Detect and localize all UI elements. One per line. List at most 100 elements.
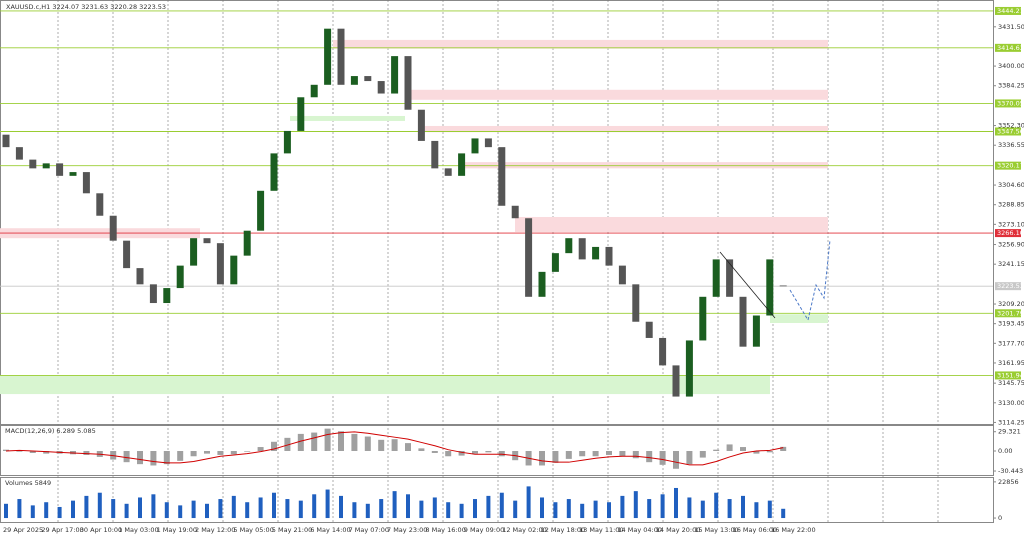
candle [458,153,466,176]
volume-bar [218,499,223,519]
macd-bar [204,451,210,454]
candle [310,84,318,98]
macd-bar [431,451,438,453]
candle [243,230,251,256]
candle [417,109,425,141]
candle [605,246,613,266]
x-tick-label: 14 May 20:00 [656,526,701,534]
x-tick-label: 29 Apr 2025 [3,526,43,534]
candle [297,97,305,131]
candle [699,296,707,341]
volume-bar [700,500,705,519]
volume-bar [57,506,62,519]
x-tick-label: 5 May 05:00 [233,526,273,534]
volume-bar [272,492,276,519]
volume-panel [0,477,994,523]
volume-bar [647,499,652,519]
y-tick-label: 3145.75 [998,379,1024,387]
volume-bar [553,502,558,519]
volume-bar [4,503,8,519]
x-tick-label: 7 May 23:00 [387,526,427,534]
macd-bar [713,449,720,451]
y-tick-label: 3352.30 [998,122,1024,130]
macd-bar [780,446,787,451]
y-tick-label: 3336.55 [998,141,1024,149]
x-tick-label: 1 May 03:00 [118,526,158,534]
level-label: 3266.10 [997,229,1024,237]
candle [337,28,345,85]
macd-bar [579,451,586,457]
zone [333,39,828,49]
volume-bar [781,508,786,519]
candle [444,168,452,176]
x-tick-label: 30 Apr 10:00 [80,526,122,534]
y-tick-label: 3431.50 [998,23,1024,31]
x-tick-label: 16 May 06:00 [733,526,778,534]
level-badge [995,127,1021,136]
macd-bar [606,451,612,455]
macd-signal [5,431,784,466]
volume-bar [44,502,49,519]
zone [515,216,828,232]
candle [431,140,439,169]
macd-bar [619,451,626,457]
macd-bar [391,439,398,451]
volume-bar [593,500,598,519]
volume-bar [84,495,89,519]
macd-tick-label: 0.00 [998,447,1012,455]
candle [766,259,774,316]
y-tick-label: 3161.95 [998,359,1024,367]
candle [364,76,372,82]
candle [391,56,399,94]
macd-bar [565,451,572,459]
macd-bar [351,433,358,451]
macd-bar [43,451,50,454]
x-tick-label: 16 May 22:00 [771,526,816,534]
candle [739,296,747,347]
volume-bar [205,503,209,519]
candle [592,246,600,260]
macd-bar [686,451,693,465]
candle [203,238,211,244]
candle [672,365,680,397]
y-tick-label: 3288.85 [998,201,1024,209]
x-tick-label: 8 May 16:00 [425,526,465,534]
level-badge [995,99,1021,108]
macd-bar [29,451,36,453]
macd-bar [539,451,545,466]
macd-bar [753,451,760,454]
macd-bar [16,451,23,452]
x-tick-label: 5 May 21:00 [272,526,312,534]
volume-bar [164,502,169,519]
trend-line [719,251,776,319]
volume-bar [446,502,451,519]
candle [538,271,546,297]
macd-bar [472,451,478,454]
volume-bar [660,494,665,519]
macd-bar [552,451,559,463]
candle [56,163,64,176]
candle [230,255,238,285]
volume-bar [379,499,384,519]
volume-bar [298,500,303,519]
volume-bar [191,500,196,519]
macd-bar [284,437,291,451]
level-label: 3201.79 [997,309,1024,317]
candle [136,268,144,285]
level-badge [995,6,1021,15]
level-badge [995,43,1021,52]
candle [149,284,157,304]
candle [726,259,734,297]
macd-bar [311,432,318,451]
candle [29,159,37,169]
x-tick-label: 1 May 19:00 [157,526,197,534]
zone [405,89,828,100]
x-tick-label: 12 May 02:00 [502,526,547,534]
zone [770,314,828,323]
volume-bar [30,505,35,519]
volume-bar [71,500,75,519]
macd-bar [458,451,465,456]
volume-bar [111,499,116,519]
zone [0,375,770,395]
x-tick-label: 12 May 18:00 [541,526,586,534]
